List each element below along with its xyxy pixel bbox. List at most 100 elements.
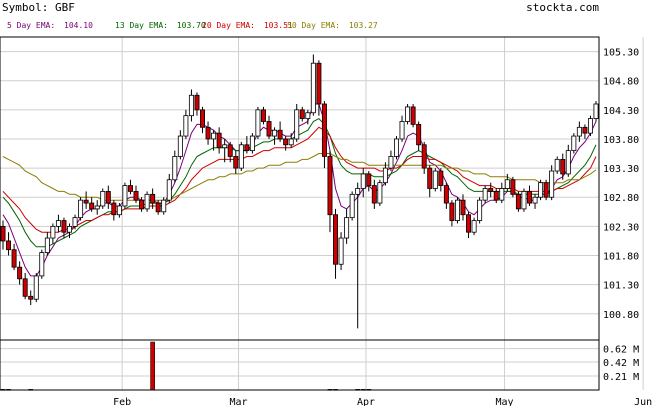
price-tick-label: 100.80 (603, 310, 639, 321)
candle (432, 168, 438, 192)
candle-body-up (100, 191, 106, 207)
candle-body-up (116, 205, 122, 216)
candle (255, 106, 261, 139)
candle (127, 179, 133, 195)
candle-body-up (377, 182, 383, 204)
candle (233, 150, 239, 174)
candle (200, 106, 205, 134)
candle (521, 188, 527, 212)
month-label: May (496, 397, 514, 406)
legend-ema13-label: 13 Day EMA: (115, 21, 168, 30)
month-label: Mar (230, 397, 248, 406)
candle-body-down (510, 179, 516, 195)
candle (466, 211, 472, 239)
candle (587, 115, 593, 137)
candle (283, 136, 289, 151)
candle (382, 162, 388, 186)
candle (39, 249, 45, 279)
candle (183, 109, 189, 139)
candle-body-up (144, 193, 150, 210)
legend-ema50: 50 Day EMA: 103.27 (287, 21, 378, 30)
candles (0, 54, 599, 329)
candle-body-down (11, 249, 17, 268)
candle-body-up (255, 109, 261, 137)
candle-body-down (277, 129, 283, 140)
candle (527, 185, 532, 206)
price-tick-label: 104.30 (603, 106, 639, 117)
price-tick-label: 105.30 (603, 48, 639, 59)
candle (272, 127, 278, 145)
candle (443, 182, 449, 209)
legend-ema20-label: 20 Day EMA: (202, 21, 255, 30)
candle-body-up (188, 94, 194, 117)
symbol-label: Symbol: GBF (2, 1, 75, 14)
candle-body-up (471, 220, 477, 233)
candle (89, 197, 95, 212)
candle (83, 191, 89, 209)
legend-ema5-label: 5 Day EMA: (7, 21, 55, 30)
candle-body-down (22, 278, 28, 297)
candle (421, 141, 427, 174)
candle-body-down (205, 126, 211, 140)
candle (222, 138, 228, 163)
candle-body-up (211, 132, 217, 140)
candle-body-up (44, 237, 50, 253)
candle (504, 173, 510, 192)
month-label: Jun (634, 397, 652, 406)
candle (355, 182, 361, 329)
candle-body-up (549, 170, 555, 198)
candle (194, 92, 200, 116)
candle (244, 136, 250, 154)
volume-bars (0, 341, 372, 391)
candle-body-down (283, 138, 289, 146)
header: Symbol: GBF stockta.com (2, 1, 599, 14)
candle (582, 124, 588, 139)
candle-body-up (593, 103, 599, 119)
candle-body-down (17, 266, 23, 280)
candle (576, 121, 582, 142)
candle (266, 115, 272, 139)
candle-body-down (316, 62, 322, 105)
candle (565, 144, 571, 177)
candle (177, 130, 183, 160)
candle (211, 130, 217, 151)
candle (6, 232, 12, 256)
candle-body-up (394, 138, 399, 157)
candle (360, 168, 366, 198)
candle (105, 185, 111, 209)
candle (0, 220, 6, 250)
candle (493, 188, 499, 204)
candle (438, 168, 444, 192)
candle (78, 197, 84, 221)
month-gridlines (121, 37, 644, 340)
candle-body-up (538, 182, 544, 198)
candle (449, 200, 455, 227)
candle (172, 150, 178, 183)
candle-body-down (515, 193, 521, 210)
candle-body-up (222, 144, 228, 149)
candle (460, 194, 466, 221)
candle (55, 214, 61, 233)
candle (549, 165, 555, 201)
candle-body-up (571, 135, 577, 152)
legend: 5 Day EMA: 104.10 13 Day EMA: 103.70 20 … (7, 21, 378, 30)
candle (166, 173, 172, 204)
candle (277, 121, 283, 142)
candle-body-down (527, 191, 532, 204)
candle-body-down (150, 193, 156, 204)
legend-ema5-value: 104.10 (64, 21, 93, 30)
volume-tick-label: 0.21 M (603, 372, 639, 383)
site-name: stockta.com (526, 1, 599, 14)
candle (333, 208, 339, 279)
candle (543, 179, 549, 201)
candle-body-up (399, 121, 405, 140)
candle-body-up (344, 217, 350, 239)
candle-body-up (78, 199, 84, 219)
candle (405, 104, 411, 125)
candle-body-up (183, 115, 189, 137)
candle (305, 109, 311, 125)
candle-body-down (493, 191, 499, 201)
candle-body-up (55, 220, 61, 227)
candle-body-up (33, 275, 39, 300)
